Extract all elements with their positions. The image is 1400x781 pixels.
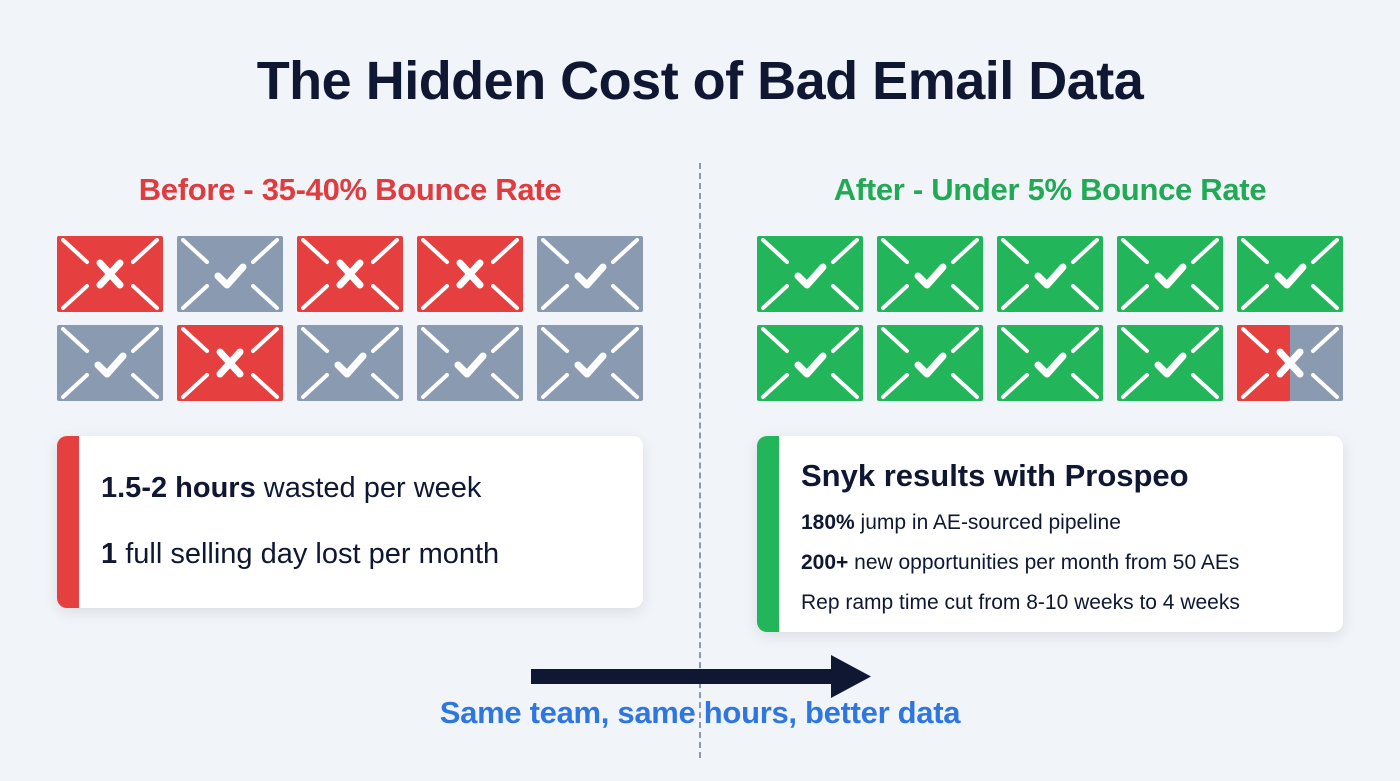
- envelope-check-icon: [1117, 325, 1223, 401]
- stat-day-lost: 1 full selling day lost per month: [101, 538, 500, 570]
- envelope-check-icon: [877, 325, 983, 401]
- envelope-check-icon: [757, 236, 863, 312]
- stat-new-opportunities: 200+ new opportunities per month from 50…: [801, 551, 1240, 574]
- before-heading: Before - 35-40% Bounce Rate: [138, 172, 562, 207]
- envelope-x-icon: [57, 236, 163, 312]
- envelope-check-icon: [537, 325, 643, 401]
- results-card-title: Snyk results with Prospeo: [801, 458, 1189, 493]
- tagline: Same team, same hours, better data: [439, 695, 961, 730]
- before-envelope-grid: [57, 236, 643, 401]
- stat-ramp-time: Rep ramp time cut from 8-10 weeks to 4 w…: [801, 591, 1240, 614]
- envelope-check-icon: [537, 236, 643, 312]
- envelope-x-icon: [177, 325, 283, 401]
- red-accent-bar: [57, 436, 79, 608]
- page-title: The Hidden Cost of Bad Email Data: [256, 51, 1144, 111]
- arrow-right-icon: [531, 655, 871, 698]
- after-heading: After - Under 5% Bounce Rate: [833, 172, 1267, 207]
- after-results-card: Snyk results with Prospeo 180% jump in A…: [757, 436, 1343, 632]
- envelope-check-icon: [297, 325, 403, 401]
- envelope-check-icon: [997, 236, 1103, 312]
- envelope-check-icon: [1237, 236, 1343, 312]
- envelope-check-icon: [417, 325, 523, 401]
- stat-hours-wasted: 1.5-2 hours wasted per week: [101, 472, 482, 504]
- after-envelope-grid: [757, 236, 1343, 401]
- dashed-divider: [699, 163, 701, 758]
- envelope-x-icon: [417, 236, 523, 312]
- envelope-x-icon: [1237, 325, 1343, 401]
- envelope-check-icon: [757, 325, 863, 401]
- green-accent-bar: [757, 436, 779, 632]
- envelope-x-icon: [297, 236, 403, 312]
- before-stats-card: 1.5-2 hours wasted per week 1 full selli…: [57, 436, 643, 608]
- envelope-check-icon: [57, 325, 163, 401]
- envelope-check-icon: [877, 236, 983, 312]
- envelope-check-icon: [997, 325, 1103, 401]
- stat-pipeline-jump: 180% jump in AE-sourced pipeline: [801, 511, 1121, 534]
- envelope-check-icon: [177, 236, 283, 312]
- envelope-check-icon: [1117, 236, 1223, 312]
